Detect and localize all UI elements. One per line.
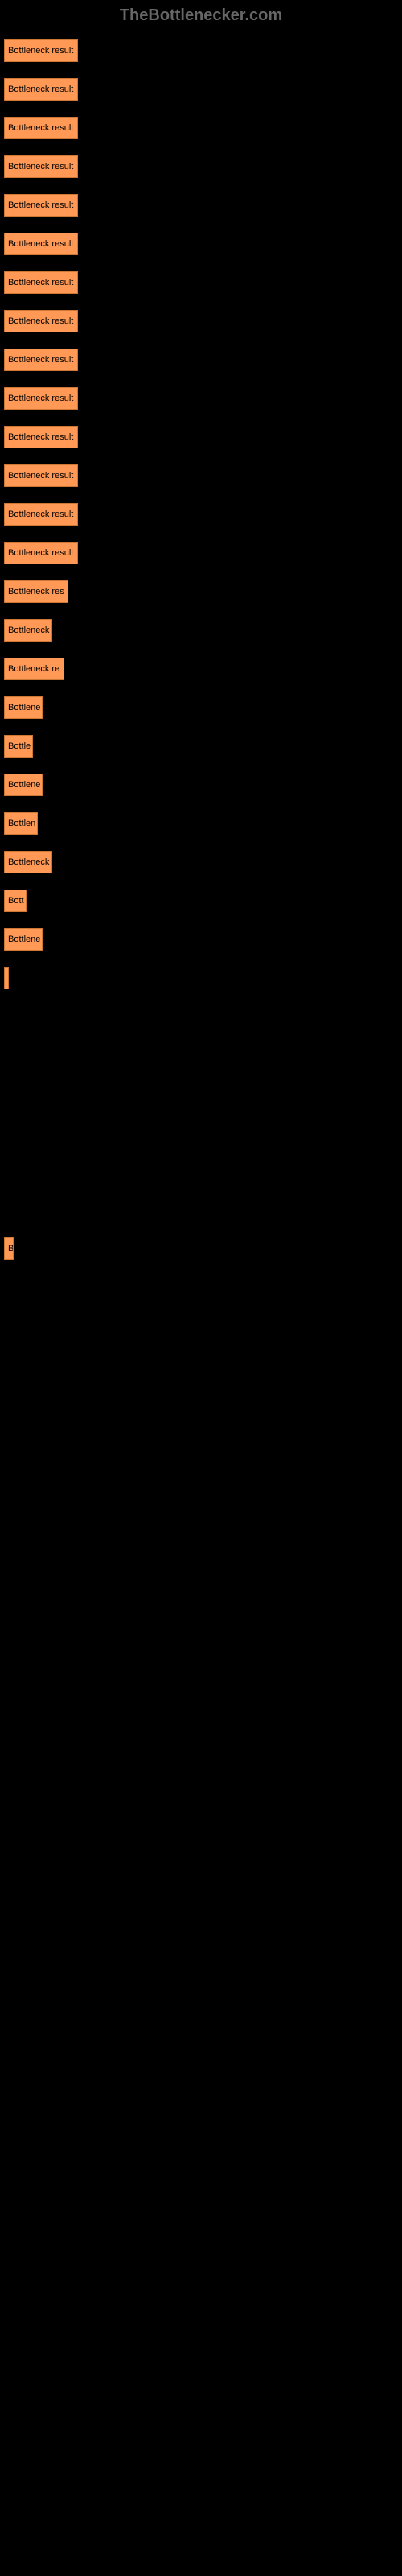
bar-row: Bottleneck result: [4, 302, 402, 341]
chart-bar: Bottleneck result: [4, 78, 78, 101]
chart-bar: Bottlen: [4, 812, 38, 835]
chart-bar: Bottlene: [4, 928, 43, 951]
bar-row: Bottleneck result: [4, 418, 402, 456]
chart-bar: Bott: [4, 890, 27, 912]
bar-row: Bott: [4, 881, 402, 920]
bar-row: Bottleneck re: [4, 650, 402, 688]
chart-bar: Bottleneck: [4, 619, 52, 642]
bar-row: Bottlene: [4, 688, 402, 727]
bar-row: Bottleneck res: [4, 572, 402, 611]
chart-bar: Bottleneck result: [4, 426, 78, 448]
chart-bar: Bottleneck result: [4, 117, 78, 139]
chart-bar: Bottleneck result: [4, 233, 78, 255]
bar-row: Bottleneck result: [4, 225, 402, 263]
bar-row: Bottleneck result: [4, 534, 402, 572]
bar-row: [4, 1036, 402, 1075]
bar-row: Bottlene: [4, 920, 402, 959]
bar-row: Bottleneck result: [4, 109, 402, 147]
chart-bar: Bottle: [4, 735, 33, 758]
bar-row: Bottleneck result: [4, 70, 402, 109]
page-header: TheBottlenecker.com: [0, 0, 402, 31]
bar-row: Bottleneck result: [4, 379, 402, 418]
bar-row: Bottleneck result: [4, 31, 402, 70]
chart-bar: [4, 967, 9, 989]
chart-bar: Bottleneck result: [4, 503, 78, 526]
bar-row: Bottle: [4, 727, 402, 766]
bar-row: [4, 1152, 402, 1191]
bar-row: Bottleneck result: [4, 263, 402, 302]
chart-bar: B: [4, 1237, 14, 1260]
chart-bar: Bottleneck result: [4, 155, 78, 178]
chart-bar: Bottleneck result: [4, 542, 78, 564]
bar-row: [4, 997, 402, 1036]
bar-row: [4, 1191, 402, 1229]
chart-bar: Bottleneck result: [4, 387, 78, 410]
chart-bar: Bottleneck re: [4, 658, 64, 680]
bar-row: Bottleneck result: [4, 341, 402, 379]
chart-bar: Bottleneck res: [4, 580, 68, 603]
bar-row: Bottlene: [4, 766, 402, 804]
chart-bar: Bottleneck result: [4, 39, 78, 62]
chart-bar: Bottleneck result: [4, 271, 78, 294]
bar-row: Bottlen: [4, 804, 402, 843]
chart-bar: Bottleneck result: [4, 349, 78, 371]
chart-bar: Bottleneck result: [4, 310, 78, 332]
bar-row: Bottleneck result: [4, 186, 402, 225]
chart-bar: Bottleneck: [4, 851, 52, 873]
bar-row: [4, 1075, 402, 1113]
chart-bar: Bottleneck result: [4, 464, 78, 487]
chart-bar: Bottlene: [4, 696, 43, 719]
bar-row: B: [4, 1229, 402, 1268]
chart-container: Bottleneck result Bottleneck result Bottle…: [0, 31, 402, 1268]
chart-bar: Bottlene: [4, 774, 43, 796]
bar-row: [4, 1113, 402, 1152]
bar-row: Bottleneck: [4, 611, 402, 650]
header-title: TheBottlenecker.com: [120, 6, 282, 24]
bar-row: Bottleneck: [4, 843, 402, 881]
chart-bar: Bottleneck result: [4, 194, 78, 217]
bar-row: Bottleneck result: [4, 456, 402, 495]
bar-row: Bottleneck result: [4, 495, 402, 534]
bar-row: Bottleneck result: [4, 147, 402, 186]
bar-row: [4, 959, 402, 997]
